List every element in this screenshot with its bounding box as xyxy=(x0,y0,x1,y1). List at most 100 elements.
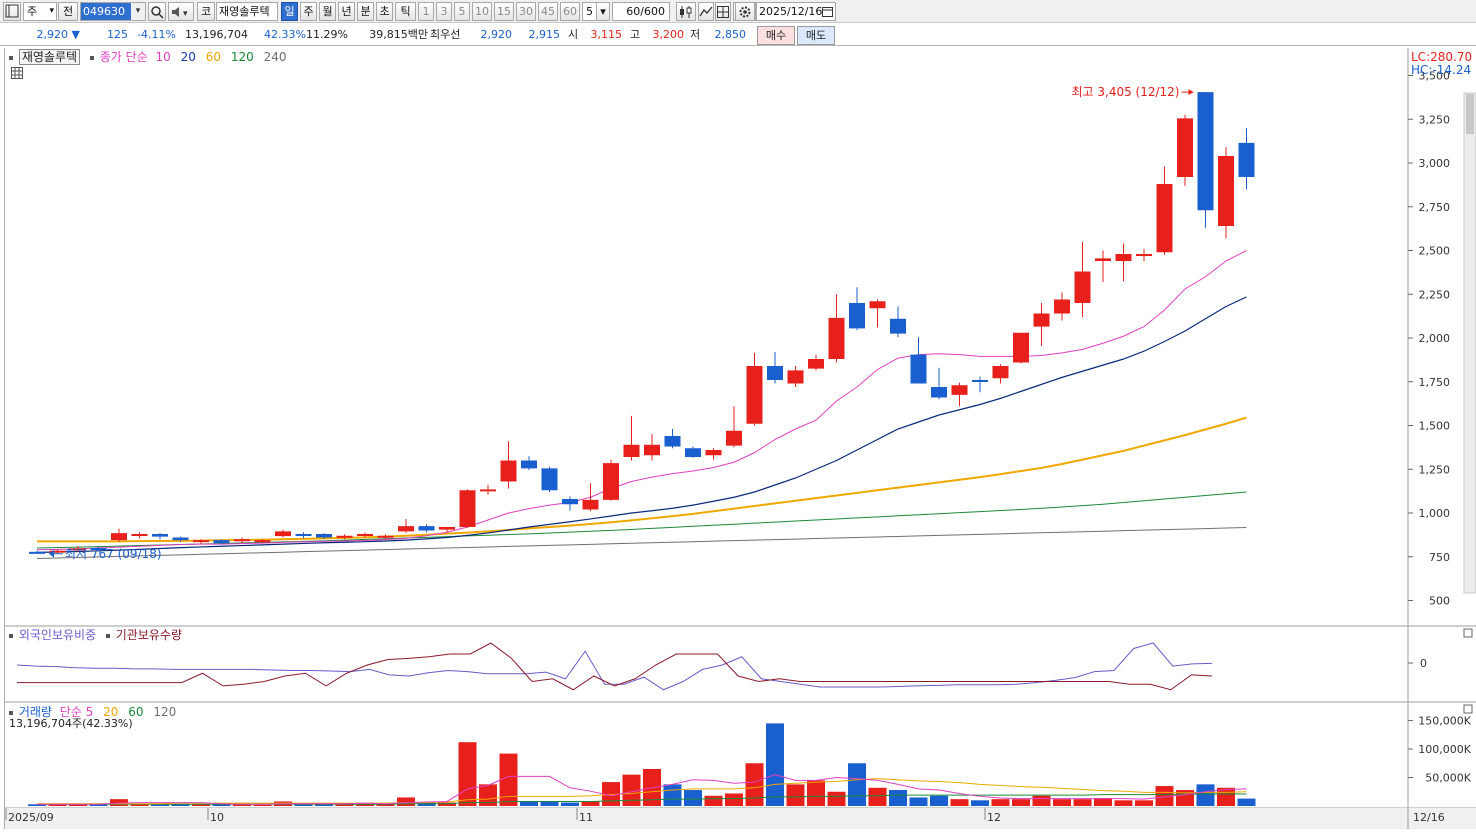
volume-bar[interactable] xyxy=(212,804,231,806)
table-view-icon[interactable] xyxy=(11,67,23,82)
volume-bar[interactable] xyxy=(1237,798,1256,806)
volume-bar[interactable] xyxy=(89,804,108,806)
candle-body[interactable] xyxy=(726,430,742,446)
candle-body[interactable] xyxy=(1054,299,1070,314)
candle-body[interactable] xyxy=(254,540,271,543)
candle-body[interactable] xyxy=(90,548,107,550)
calendar-icon[interactable] xyxy=(822,5,833,20)
institution-holding-label[interactable]: 기관보유수량 xyxy=(115,628,183,642)
gear-icon[interactable] xyxy=(735,2,755,21)
volume-bar[interactable] xyxy=(294,803,313,806)
volume-bar[interactable] xyxy=(233,804,251,806)
stock-name-field[interactable]: 재영솔루텍 xyxy=(216,2,278,21)
sound-icon[interactable]: ▾ xyxy=(168,2,194,21)
volume-bar[interactable] xyxy=(499,753,518,806)
ma60-label[interactable]: 60 xyxy=(205,50,221,64)
candle-body[interactable] xyxy=(705,450,722,456)
candle-body[interactable] xyxy=(193,540,209,543)
volume-bar[interactable] xyxy=(766,723,784,806)
candle-body[interactable] xyxy=(992,366,1009,379)
volume-bar[interactable] xyxy=(171,804,190,806)
candle-body[interactable] xyxy=(1033,313,1050,327)
chevron-down-icon[interactable]: ▾ xyxy=(131,3,145,20)
volume-bar[interactable] xyxy=(315,803,333,806)
candle-body[interactable] xyxy=(664,436,681,447)
volume-bar[interactable] xyxy=(438,802,456,806)
candle-body[interactable] xyxy=(70,548,86,551)
data-count-field[interactable]: 60/600 xyxy=(612,2,670,21)
volume-bar[interactable] xyxy=(909,797,928,806)
minute-option-15[interactable]: 15 xyxy=(494,2,514,21)
volume-bar[interactable] xyxy=(110,799,128,806)
volume-ma120-label[interactable]: 120 xyxy=(153,705,177,719)
volume-bar[interactable] xyxy=(602,782,620,806)
volume-ma60-label[interactable]: 60 xyxy=(128,705,144,719)
candle-body[interactable] xyxy=(213,540,230,544)
ma240-label[interactable]: 240 xyxy=(263,50,287,64)
candle-body[interactable] xyxy=(1013,332,1029,363)
candle-body[interactable] xyxy=(49,550,66,553)
candle-body[interactable] xyxy=(746,366,763,424)
volume-bar[interactable] xyxy=(520,801,538,806)
date-field[interactable]: 2025/12/16 xyxy=(756,2,836,21)
period-tab-week[interactable]: 주 xyxy=(300,2,317,21)
volume-bar[interactable] xyxy=(581,801,600,806)
volume-bar[interactable] xyxy=(1094,798,1112,806)
candle-body[interactable] xyxy=(644,444,660,456)
volume-bar[interactable] xyxy=(335,804,354,806)
candle-body[interactable] xyxy=(152,534,168,537)
volume-bar[interactable] xyxy=(704,795,723,806)
candle-body[interactable] xyxy=(808,359,824,369)
chart-settings-icon[interactable] xyxy=(3,2,21,21)
period-tab-second[interactable]: 초 xyxy=(376,2,393,21)
volume-bar[interactable] xyxy=(971,800,989,806)
candle-body[interactable] xyxy=(172,537,189,541)
chart-area[interactable]: 최고 3,405 (12/12) 최저 767 (09/18) 3,500 3,25… xyxy=(4,48,1476,829)
volume-bar[interactable] xyxy=(253,804,272,806)
volume-bar[interactable] xyxy=(1032,795,1051,806)
volume-bar[interactable] xyxy=(930,795,948,806)
volume-bar[interactable] xyxy=(48,803,67,806)
foreign-holding-label[interactable]: 외국인보유비중 xyxy=(18,628,97,642)
candle-body[interactable] xyxy=(521,460,537,469)
candle-body[interactable] xyxy=(316,534,332,538)
volume-bar[interactable] xyxy=(622,774,641,806)
volume-bar[interactable] xyxy=(725,793,743,806)
chevron-down-icon[interactable]: ▾ xyxy=(596,2,610,21)
minute-option-5[interactable]: 5 xyxy=(454,2,470,21)
volume-bar[interactable] xyxy=(745,763,764,806)
minute-option-60[interactable]: 60 xyxy=(560,2,580,21)
candle-body[interactable] xyxy=(234,539,250,542)
candle-body[interactable] xyxy=(1238,142,1255,177)
candle-body[interactable] xyxy=(849,303,865,329)
candle-body[interactable] xyxy=(685,448,701,457)
candle-body[interactable] xyxy=(1136,254,1152,256)
candle-body[interactable] xyxy=(1218,156,1234,226)
period-tab-year[interactable]: 년 xyxy=(338,2,355,21)
volume-bar[interactable] xyxy=(540,801,559,806)
line-tool-icon[interactable] xyxy=(698,2,714,21)
ma20-label[interactable]: 20 xyxy=(180,50,196,64)
panel-close-icon[interactable] xyxy=(1463,628,1473,638)
candle-body[interactable] xyxy=(603,463,619,500)
candle-body[interactable] xyxy=(931,387,947,398)
period-tab-month[interactable]: 월 xyxy=(319,2,336,21)
volume-ma5-label[interactable]: 단순 5 xyxy=(59,705,94,719)
candle-body[interactable] xyxy=(582,499,599,510)
volume-bar[interactable] xyxy=(1012,799,1030,806)
volume-bar[interactable] xyxy=(151,803,169,806)
volume-bar[interactable] xyxy=(1135,800,1153,806)
volume-bar[interactable] xyxy=(356,803,374,806)
ma10-label[interactable]: 10 xyxy=(155,50,171,64)
vertical-scrollbar[interactable] xyxy=(1463,92,1476,594)
buy-button[interactable]: 매수 xyxy=(757,26,795,45)
volume-bar[interactable] xyxy=(192,804,210,806)
candle-body[interactable] xyxy=(787,370,804,384)
period-tab-day[interactable]: 일 xyxy=(281,2,298,21)
candle-body[interactable] xyxy=(910,354,927,384)
candle-body[interactable] xyxy=(418,526,435,531)
volume-bar[interactable] xyxy=(130,803,149,806)
volume-bar[interactable] xyxy=(889,790,907,806)
candle-body[interactable] xyxy=(398,526,414,532)
volume-bar[interactable] xyxy=(1053,799,1071,806)
